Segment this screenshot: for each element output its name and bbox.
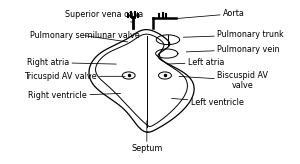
Text: Biscuspid AV
valve: Biscuspid AV valve	[179, 71, 268, 90]
Text: Tricuspid AV valve: Tricuspid AV valve	[24, 72, 125, 81]
Text: Pulmonary semilunar valve: Pulmonary semilunar valve	[30, 31, 140, 42]
Text: Left atria: Left atria	[167, 58, 224, 67]
Text: Aorta: Aorta	[178, 9, 245, 19]
Text: Pulmonary vein: Pulmonary vein	[186, 45, 280, 54]
Text: Pulmonary trunk: Pulmonary trunk	[183, 30, 284, 39]
Text: Superior vena cava: Superior vena cava	[65, 10, 144, 22]
Text: Left ventricle: Left ventricle	[172, 98, 244, 107]
Text: Septum: Septum	[131, 121, 163, 153]
Text: Right atria: Right atria	[27, 58, 116, 67]
Text: Right ventricle: Right ventricle	[28, 91, 121, 100]
